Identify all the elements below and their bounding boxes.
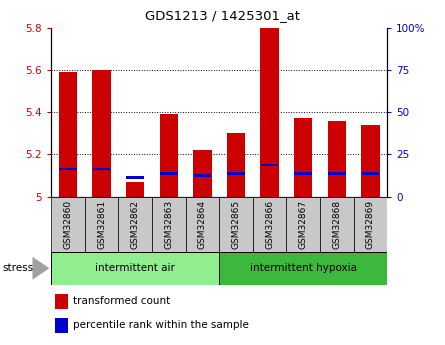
Text: intermittent air: intermittent air bbox=[95, 263, 175, 273]
Bar bbox=[261, 164, 278, 166]
Bar bbox=[126, 176, 144, 179]
Bar bbox=[227, 172, 245, 175]
Bar bbox=[118, 197, 152, 252]
Bar bbox=[253, 197, 287, 252]
Text: GSM32867: GSM32867 bbox=[299, 200, 307, 249]
Polygon shape bbox=[32, 257, 49, 280]
Bar bbox=[186, 197, 219, 252]
Text: GSM32860: GSM32860 bbox=[64, 200, 73, 249]
Bar bbox=[92, 70, 111, 197]
Text: GSM32864: GSM32864 bbox=[198, 200, 207, 249]
Text: percentile rank within the sample: percentile rank within the sample bbox=[73, 320, 249, 330]
Bar bbox=[219, 197, 253, 252]
Bar bbox=[51, 197, 85, 252]
Text: GSM32866: GSM32866 bbox=[265, 200, 274, 249]
Bar bbox=[219, 252, 387, 285]
Bar bbox=[55, 294, 68, 309]
Text: GSM32861: GSM32861 bbox=[97, 200, 106, 249]
Bar bbox=[295, 172, 312, 175]
Bar bbox=[152, 197, 186, 252]
Text: GSM32868: GSM32868 bbox=[332, 200, 341, 249]
Text: GSM32863: GSM32863 bbox=[164, 200, 173, 249]
Text: stress: stress bbox=[2, 263, 33, 273]
Bar bbox=[85, 197, 118, 252]
Text: transformed count: transformed count bbox=[73, 296, 170, 306]
Bar bbox=[51, 252, 219, 285]
Text: intermittent hypoxia: intermittent hypoxia bbox=[250, 263, 356, 273]
Bar bbox=[93, 168, 110, 170]
Bar bbox=[353, 197, 387, 252]
Bar bbox=[287, 197, 320, 252]
Bar bbox=[320, 197, 354, 252]
Bar bbox=[55, 318, 68, 333]
Bar bbox=[227, 133, 245, 197]
Bar bbox=[260, 28, 279, 197]
Bar bbox=[59, 72, 77, 197]
Text: GSM32865: GSM32865 bbox=[231, 200, 240, 249]
Bar bbox=[160, 172, 178, 175]
Bar bbox=[362, 172, 379, 175]
Text: GSM32862: GSM32862 bbox=[131, 200, 140, 249]
Bar bbox=[294, 118, 312, 197]
Text: GSM32869: GSM32869 bbox=[366, 200, 375, 249]
Bar bbox=[328, 120, 346, 197]
Text: GDS1213 / 1425301_at: GDS1213 / 1425301_at bbox=[145, 9, 300, 22]
Bar bbox=[159, 114, 178, 197]
Bar bbox=[126, 182, 145, 197]
Bar bbox=[328, 172, 345, 175]
Bar bbox=[361, 125, 380, 197]
Bar bbox=[59, 168, 77, 170]
Bar bbox=[194, 174, 211, 177]
Bar bbox=[193, 150, 212, 197]
